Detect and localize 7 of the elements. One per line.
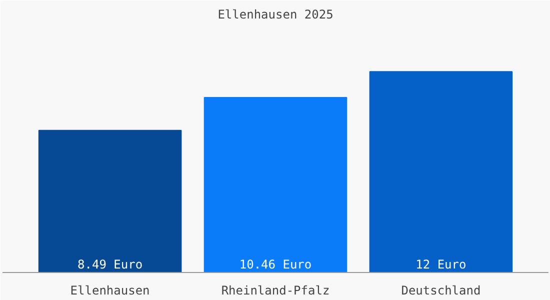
chart-title: Ellenhausen 2025 (218, 8, 334, 22)
data-label: 10.46 Euro (239, 258, 312, 272)
data-label: 8.49 Euro (78, 258, 143, 272)
data-label: 12 Euro (416, 258, 466, 272)
x-tick-label: Rheinland-Pfalz (221, 284, 330, 298)
x-tick-label: Deutschland (401, 284, 481, 298)
x-tick-label: Ellenhausen (70, 284, 150, 298)
